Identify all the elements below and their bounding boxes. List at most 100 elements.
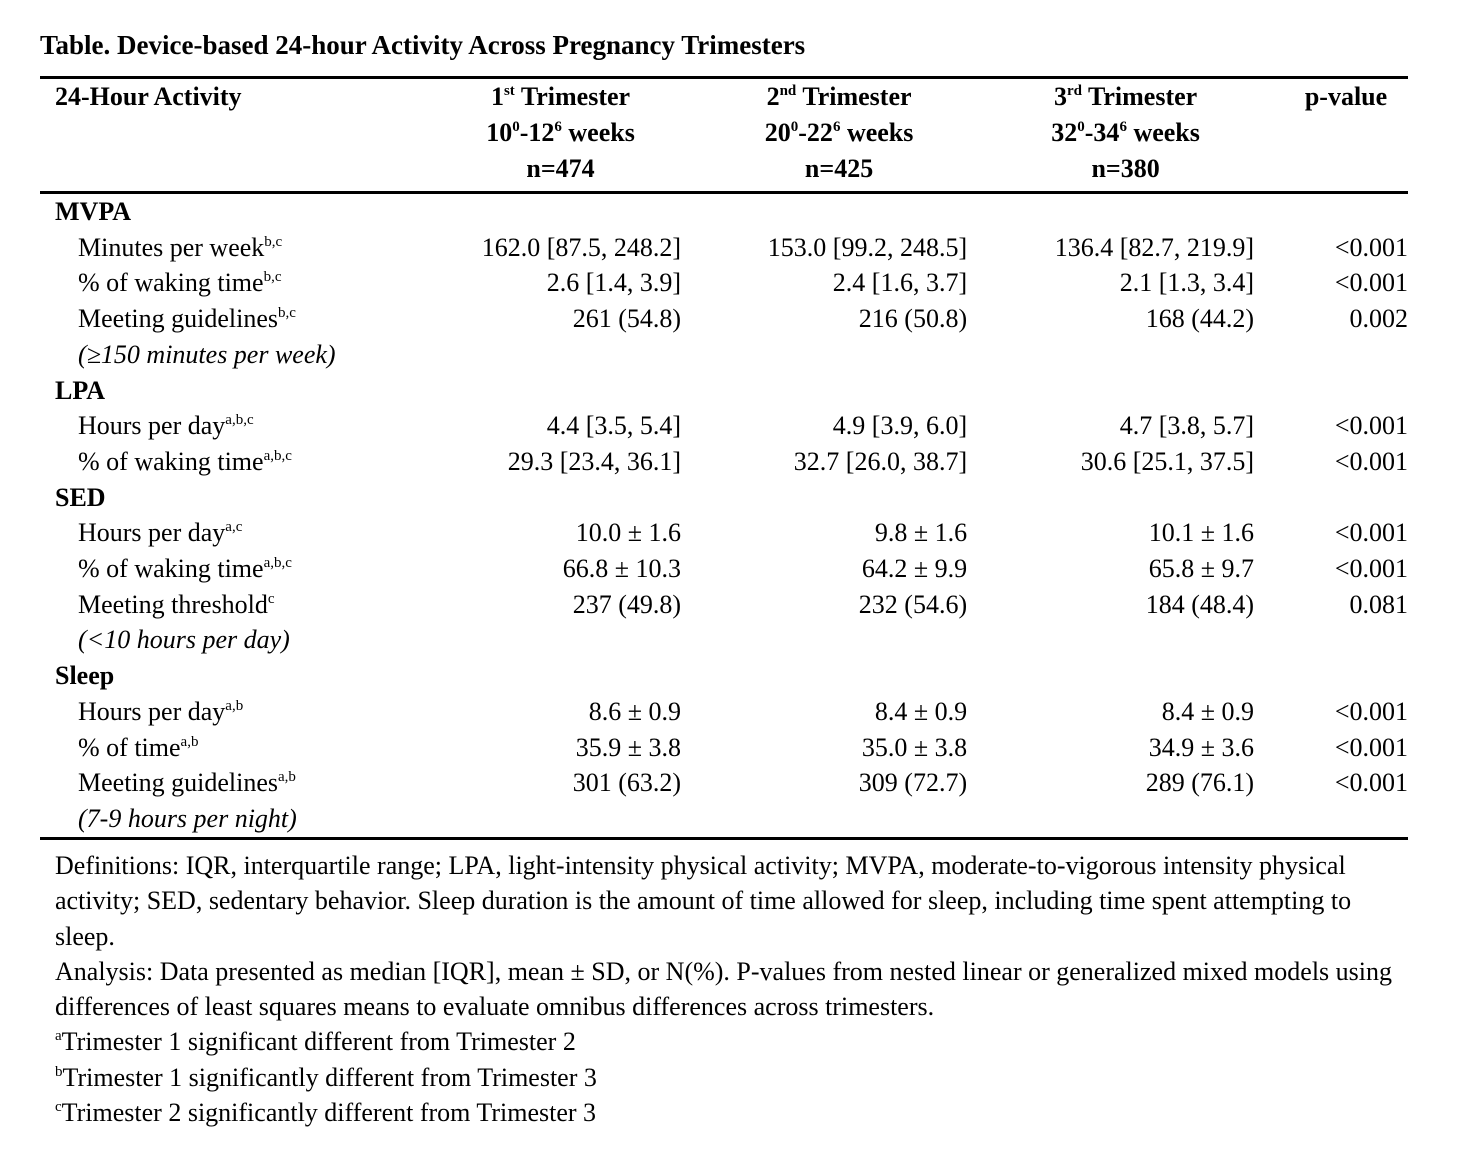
section-name: MVPA: [55, 197, 132, 226]
table-row: % of waking timeb,c 2.6 [1.4, 3.9] 2.4 […: [40, 265, 1408, 301]
note-row: (7-9 hours per night): [40, 800, 1408, 840]
footnote-marker: a,b,c: [263, 447, 292, 464]
trimester-3-value: 4.7 [3.8, 5.7]: [1119, 411, 1255, 441]
table-header: 24-Hour Activity 1st Trimester 2nd Trime…: [40, 76, 1408, 194]
table-row: % of waking timea,b,c 29.3 [23.4, 36.1] …: [40, 444, 1408, 480]
section-row: SED: [40, 480, 1408, 516]
footnote: cTrimester 2 significantly different fro…: [55, 1098, 597, 1128]
trimester-2-value: 32.7 [26.0, 38.7]: [793, 446, 968, 476]
section-row: Sleep: [40, 658, 1408, 694]
table-row: Hours per daya,b,c 4.4 [3.5, 5.4] 4.9 [3…: [40, 408, 1408, 444]
trimester-2-value: 64.2 ± 9.9: [861, 554, 968, 584]
row-label: Meeting guidelinesa,b: [78, 768, 296, 798]
trimester-1-value: 4.4 [3.5, 5.4]: [546, 411, 682, 441]
p-value: <0.001: [1334, 696, 1408, 726]
table-row: Meeting guidelinesa,b 301 (63.2) 309 (72…: [40, 765, 1408, 801]
row-label: Minutes per weekb,c: [78, 232, 283, 262]
header-n-2: n=425: [681, 151, 968, 194]
table-row: Hours per daya,c 10.0 ± 1.6 9.8 ± 1.6 10…: [40, 515, 1408, 551]
row-note: (≥150 minutes per week): [78, 339, 336, 369]
trimester-2-value: 35.0 ± 3.8: [861, 732, 968, 762]
p-value: <0.001: [1334, 768, 1408, 798]
trimester-3-value: 10.1 ± 1.6: [1148, 518, 1255, 548]
header-weeks-3: 320-346 weeks: [1051, 118, 1200, 147]
footnote: aTrimester 1 significant different from …: [55, 1027, 576, 1057]
trimester-3-value: 136.4 [82.7, 219.9]: [1054, 232, 1255, 262]
row-label: % of waking timea,b,c: [78, 554, 292, 584]
footnote-marker: b,c: [263, 269, 282, 286]
p-value: <0.001: [1334, 232, 1408, 262]
trimester-1-value: 162.0 [87.5, 248.2]: [481, 232, 682, 262]
header-weeks-2: 200-226 weeks: [764, 118, 914, 147]
header-trimester-1: 1st Trimester: [440, 76, 682, 115]
footnote-marker: b,c: [278, 305, 296, 322]
footnote-marker: a,b: [180, 733, 199, 750]
row-label: Meeting guidelinesb,c: [78, 304, 296, 334]
analysis-note: Analysis: Data presented as median [IQR]…: [55, 956, 1393, 1022]
table-row: Minutes per weekb,c 162.0 [87.5, 248.2] …: [40, 230, 1408, 266]
header-activity: 24-Hour Activity: [40, 76, 441, 115]
trimester-2-value: 153.0 [99.2, 248.5]: [767, 232, 968, 262]
trimester-1-value: 29.3 [23.4, 36.1]: [507, 446, 682, 476]
trimester-2-value: 8.4 ± 0.9: [874, 696, 968, 726]
trimester-3-value: 30.6 [25.1, 37.5]: [1080, 446, 1255, 476]
trimester-1-value: 237 (49.8): [572, 589, 682, 619]
row-label: % of waking timea,b,c: [78, 446, 292, 476]
trimester-1-value: 301 (63.2): [572, 768, 682, 798]
trimester-2-value: 2.4 [1.6, 3.7]: [832, 268, 968, 298]
trimester-1-value: 2.6 [1.4, 3.9]: [546, 268, 682, 298]
row-label: Hours per daya,c: [78, 518, 243, 548]
header-pvalue: p-value: [1254, 76, 1408, 115]
footnote-marker: a,b,c: [225, 412, 254, 429]
p-value: 0.081: [1349, 589, 1409, 619]
footnote-marker: a,b: [225, 697, 244, 714]
trimester-1-value: 261 (54.8): [572, 304, 682, 334]
row-label: % of timea,b: [78, 732, 199, 762]
trimester-3-value: 34.9 ± 3.6: [1148, 732, 1255, 762]
footnote-marker: a,b: [278, 769, 296, 786]
row-label: % of waking timeb,c: [78, 268, 282, 298]
header-trimester-2: 2nd Trimester: [681, 76, 968, 115]
row-note: (7-9 hours per night): [40, 800, 1408, 840]
header-trimester-3: 3rd Trimester: [967, 76, 1255, 115]
p-value: <0.001: [1334, 268, 1408, 298]
p-value: <0.001: [1334, 411, 1408, 441]
p-value: <0.001: [1334, 446, 1408, 476]
section-name: LPA: [55, 375, 106, 405]
trimester-3-value: 289 (76.1): [1145, 768, 1255, 798]
table-body: MVPA Minutes per weekb,c 162.0 [87.5, 24…: [40, 193, 1408, 840]
footnote-marker: c: [267, 590, 275, 607]
table-row: % of timea,b 35.9 ± 3.8 35.0 ± 3.8 34.9 …: [40, 730, 1408, 766]
note-row: (≥150 minutes per week): [40, 337, 1408, 373]
table-row: % of waking timea,b,c 66.8 ± 10.3 64.2 ±…: [40, 551, 1408, 587]
trimester-3-value: 2.1 [1.3, 3.4]: [1119, 268, 1255, 298]
row-label: Meeting thresholdc: [78, 589, 275, 619]
table-row: Meeting guidelinesb,c 261 (54.8) 216 (50…: [40, 301, 1408, 337]
row-note: (<10 hours per day): [78, 625, 290, 655]
trimester-1-value: 10.0 ± 1.6: [575, 518, 682, 548]
trimester-2-value: 9.8 ± 1.6: [874, 518, 968, 548]
trimester-1-value: 66.8 ± 10.3: [562, 554, 682, 584]
section-name: SED: [55, 482, 106, 512]
row-label: Hours per daya,b: [78, 696, 244, 726]
trimester-2-value: 4.9 [3.9, 6.0]: [832, 411, 968, 441]
activity-table: 24-Hour Activity 1st Trimester 2nd Trime…: [40, 76, 1408, 840]
table-row: Hours per daya,b 8.6 ± 0.9 8.4 ± 0.9 8.4…: [40, 694, 1408, 730]
p-value: 0.002: [1349, 304, 1409, 334]
table-row: Meeting thresholdc 237 (49.8) 232 (54.6)…: [40, 587, 1408, 623]
section-row: MVPA: [40, 193, 1408, 230]
header-weeks-1: 100-126 weeks: [486, 118, 635, 147]
trimester-3-value: 184 (48.4): [1145, 589, 1255, 619]
section-name: Sleep: [55, 661, 115, 691]
trimester-1-value: 35.9 ± 3.8: [575, 732, 682, 762]
footnote-marker: a,c: [225, 519, 243, 536]
header-n-1: n=474: [440, 151, 682, 194]
table-footnotes: Definitions: IQR, interquartile range; L…: [55, 848, 1395, 1130]
header-n-3: n=380: [967, 151, 1255, 194]
trimester-3-value: 65.8 ± 9.7: [1148, 554, 1255, 584]
section-row: LPA: [40, 373, 1408, 409]
trimester-3-value: 168 (44.2): [1145, 304, 1255, 334]
trimester-2-value: 232 (54.6): [858, 589, 968, 619]
p-value: <0.001: [1334, 518, 1408, 548]
footnote: bTrimester 1 significantly different fro…: [55, 1062, 597, 1092]
